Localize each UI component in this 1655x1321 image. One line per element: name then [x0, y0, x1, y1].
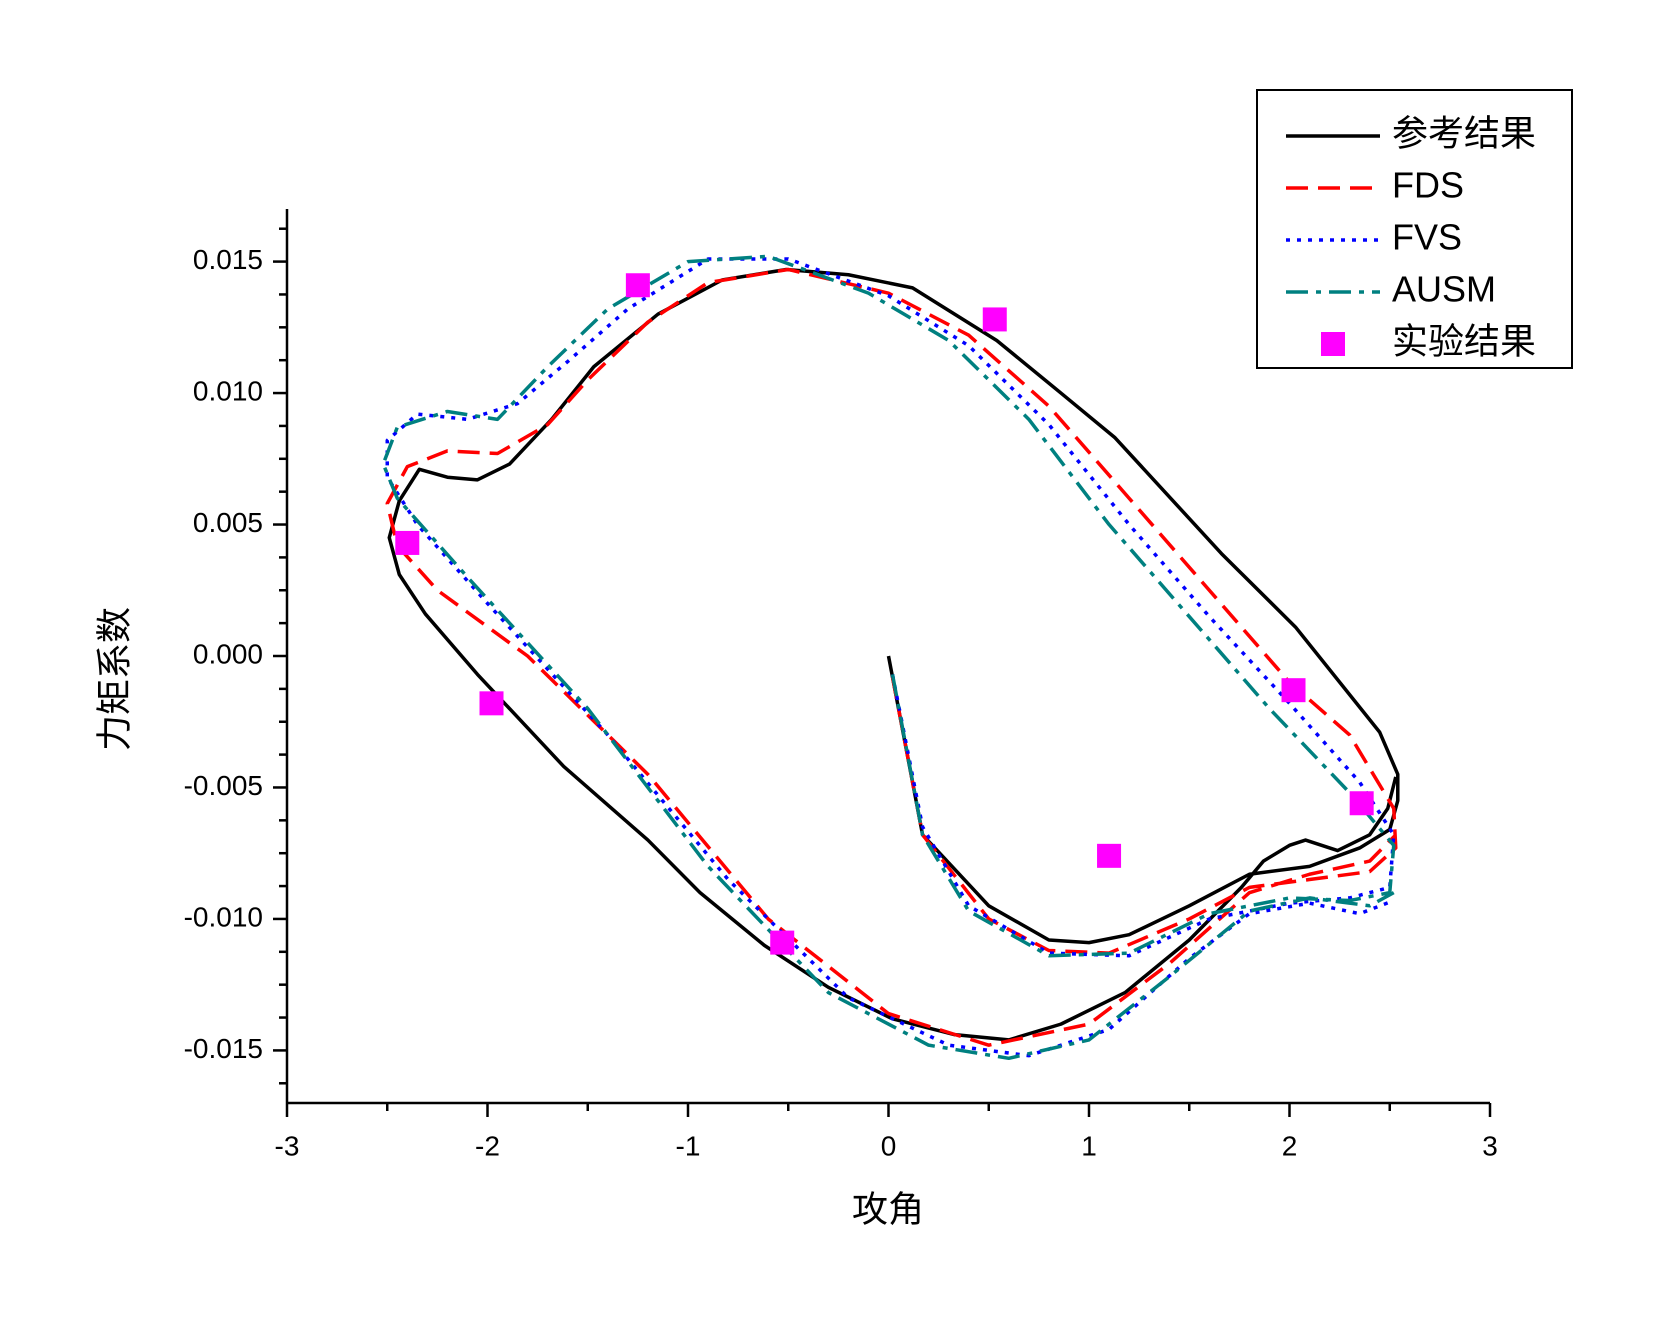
x-tick-label: 1	[1081, 1130, 1097, 1161]
data-point	[1281, 678, 1306, 703]
x-tick-label: 0	[881, 1130, 897, 1161]
y-axis-label: 力矩系数	[94, 607, 135, 751]
x-tick-label: -3	[275, 1130, 300, 1161]
y-tick-label: -0.015	[184, 1033, 263, 1064]
x-tick-label: -2	[475, 1130, 500, 1161]
legend-label: AUSM	[1392, 269, 1496, 310]
x-tick-label: 3	[1482, 1130, 1498, 1161]
data-point	[395, 530, 420, 555]
legend-label: FDS	[1392, 165, 1464, 206]
data-point	[1097, 843, 1122, 868]
series-line	[385, 267, 1398, 1047]
series-line	[381, 254, 1396, 1061]
legend-label: 参考结果	[1392, 113, 1536, 154]
y-tick-label: 0.000	[193, 638, 263, 669]
series-line	[387, 267, 1400, 1042]
legend-label: FVS	[1392, 217, 1462, 258]
legend-label: 实验结果	[1392, 321, 1536, 362]
y-tick-label: -0.010	[184, 901, 263, 932]
y-tick-label: 0.010	[193, 375, 263, 406]
x-tick-label: 2	[1282, 1130, 1298, 1161]
y-tick-label: -0.005	[184, 770, 263, 801]
data-point	[982, 307, 1007, 332]
data-point	[625, 273, 650, 298]
data-point	[770, 930, 795, 955]
y-tick-label: 0.015	[193, 244, 263, 275]
x-axis-label: 攻角	[852, 1189, 924, 1230]
data-point	[1349, 791, 1374, 816]
data-point	[479, 691, 504, 716]
y-tick-label: 0.005	[193, 507, 263, 538]
x-tick-label: -1	[676, 1130, 701, 1161]
legend-marker	[1321, 332, 1345, 356]
